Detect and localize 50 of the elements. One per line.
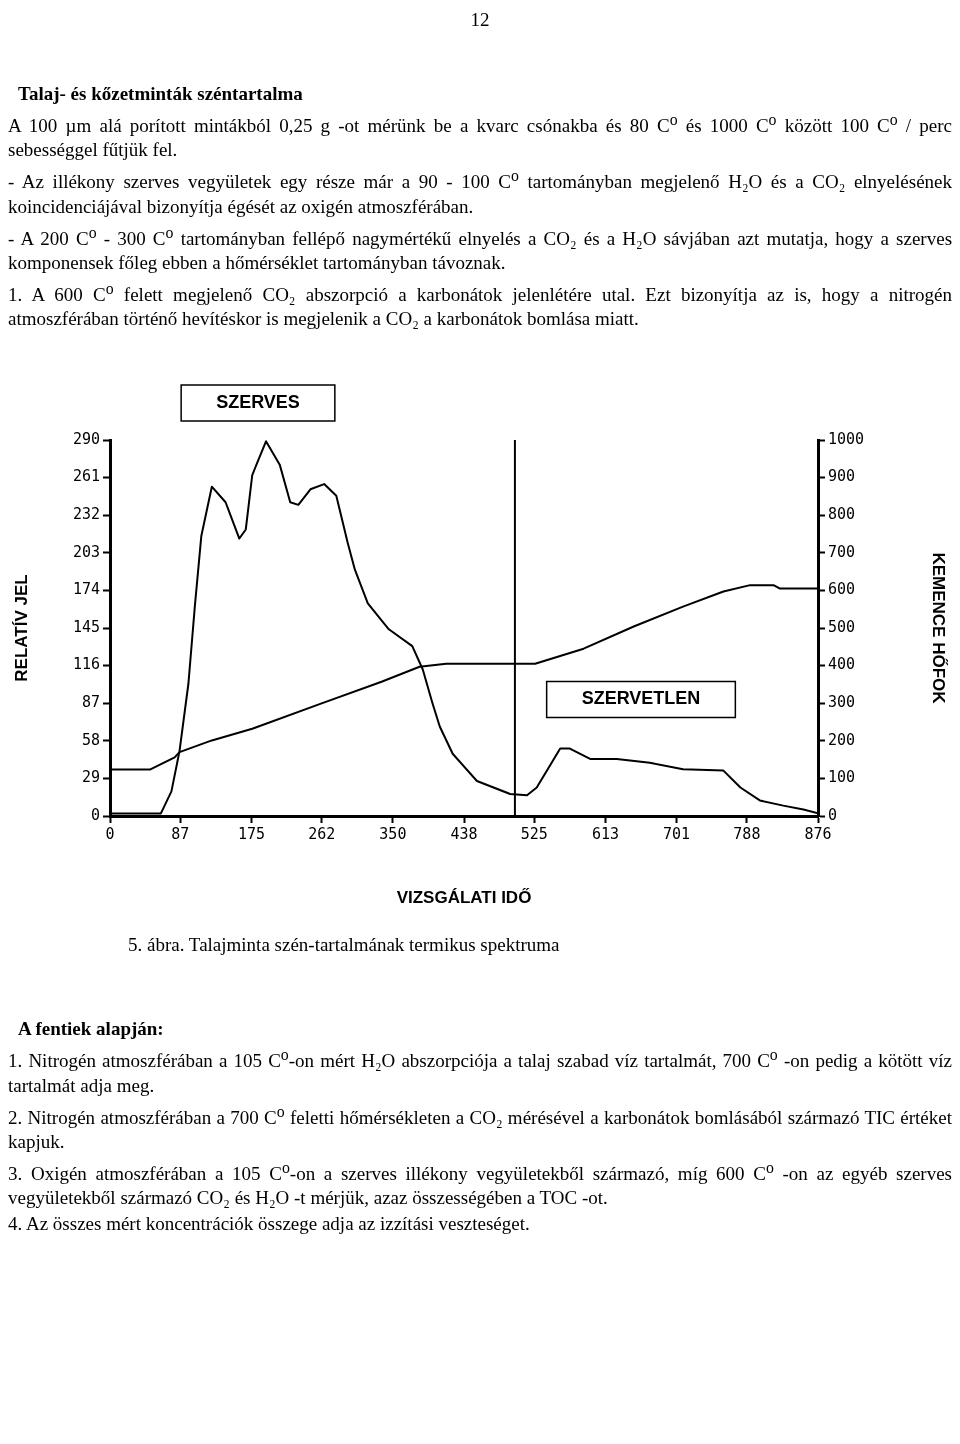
y2-tick-label: 900 (828, 467, 856, 486)
x-axis-title: VIZSGÁLATI IDŐ (396, 888, 532, 908)
text: 5. ábra. Talajminta szén-tartalmának termikus spektruma (128, 933, 561, 958)
y2-tick-label: 0 (828, 806, 838, 825)
x-tick-label: 350 (379, 825, 407, 844)
y-tick-label: 232 (72, 505, 100, 524)
y2-tick-label: 100 (828, 768, 856, 787)
x-tick-label: 525 (520, 825, 548, 844)
y2-tick-label: 700 (828, 543, 856, 561)
y2-tick-label: 400 (828, 655, 856, 674)
y-tick-label: 87 (81, 693, 100, 712)
y2-tick-label: 200 (828, 731, 856, 749)
text: A 100 µm alá porított mintákból 0,25 g -ot mérünk be a kvarc csónakba és 80 C$^{o}$ és 1000 C$^{o}$ között 100 C$^{o}$ / perc sebességgel fűtjük fel. (8, 111, 953, 161)
text: 2. Nitrogén atmoszférában a 700 C$^{o}$ feletti hőmérsékleten a CO₂ mérésével a karbonátok bomlásából származó TIC értéket kapjuk. (8, 1102, 952, 1152)
y-tick-label: 174 (72, 580, 100, 599)
y-tick-label: 58 (81, 731, 100, 749)
text: 4. Az összes mért koncentrációk összege adja az izzítási veszteséget. (8, 1212, 531, 1237)
y2-axis-title: KEMENCE HŐFOK (929, 552, 949, 705)
y2-tick-label: 800 (828, 505, 856, 524)
y-tick-label: 290 (72, 430, 100, 449)
x-tick-label: 87 (171, 825, 190, 844)
y2-tick-label: 500 (828, 618, 856, 637)
x-tick-label: 262 (308, 825, 336, 844)
text: - Az illékony szerves vegyületek egy része már a 90 - 100 C$^{o}$ tartományban megjelenő H₂O és a CO₂ elnyelésének koincidenciájával bizonyítja égését az oxigén atmoszférában. (8, 167, 952, 217)
chart-title: SZERVES (216, 392, 300, 413)
y2-tick-label: 1000 (828, 430, 865, 449)
x-tick-label: 438 (450, 825, 478, 844)
y-axis-title: RELATÍV JEL (11, 574, 31, 682)
text: 12 (469, 8, 491, 32)
y-tick-label: 29 (81, 768, 100, 787)
text: 3. Oxigén atmoszférában a 105 C$^{o}$-on a szerves illékony vegyületekből származó, míg 600 C$^{o}$ -on az egyéb szerves vegyületekből származó CO₂ és H₂O -t mérjük, azaz összességében a TOC -ot. (8, 1158, 952, 1209)
y-tick-label: 145 (72, 618, 100, 637)
text: Talaj- és kőzetminták széntartalma (17, 82, 304, 106)
x-tick-label: 701 (663, 825, 691, 844)
y-tick-label: 116 (72, 655, 100, 674)
y2-tick-label: 600 (828, 580, 856, 599)
x-tick-label: 613 (591, 825, 619, 844)
text: 1. Nitrogén atmoszférában a 105 C$^{o}$-on mért H₂O abszorpciója a talaj szabad víz tartalmát, 700 C$^{o}$ -on pedig a kötött víz tartalmát adja meg. (8, 1046, 952, 1096)
x-tick-label: 876 (804, 825, 832, 844)
y-tick-label: 261 (72, 467, 100, 486)
text: 1. A 600 C$^{o}$ felett megjelenő CO₂ abszorpció a karbonátok jelenlétére utal. Ezt bizonyítja az is, hogy a nitrogén atmoszférában történő hevítéskor is megjelenik a CO₂ a karbonátok bomlása miatt. (8, 279, 952, 332)
text: A fentiek alapján: (17, 1017, 165, 1042)
x-tick-label: 175 (237, 825, 265, 844)
y-tick-label: 0 (90, 806, 100, 825)
x-tick-label: 788 (733, 825, 761, 844)
x-tick-label: 0 (105, 825, 115, 844)
y2-tick-label: 300 (828, 693, 856, 712)
text: - A 200 C$^{o}$ - 300 C$^{o}$ tartományban fellépő nagymértékű elnyelés a CO₂ és a H₂O sávjában azt mutatja, hogy a szerves komponensek főleg ebben a hőmérséklet tartományban távoznak. (8, 222, 953, 275)
y-tick-label: 203 (72, 543, 100, 561)
annotation: SZERVETLEN (581, 688, 701, 709)
